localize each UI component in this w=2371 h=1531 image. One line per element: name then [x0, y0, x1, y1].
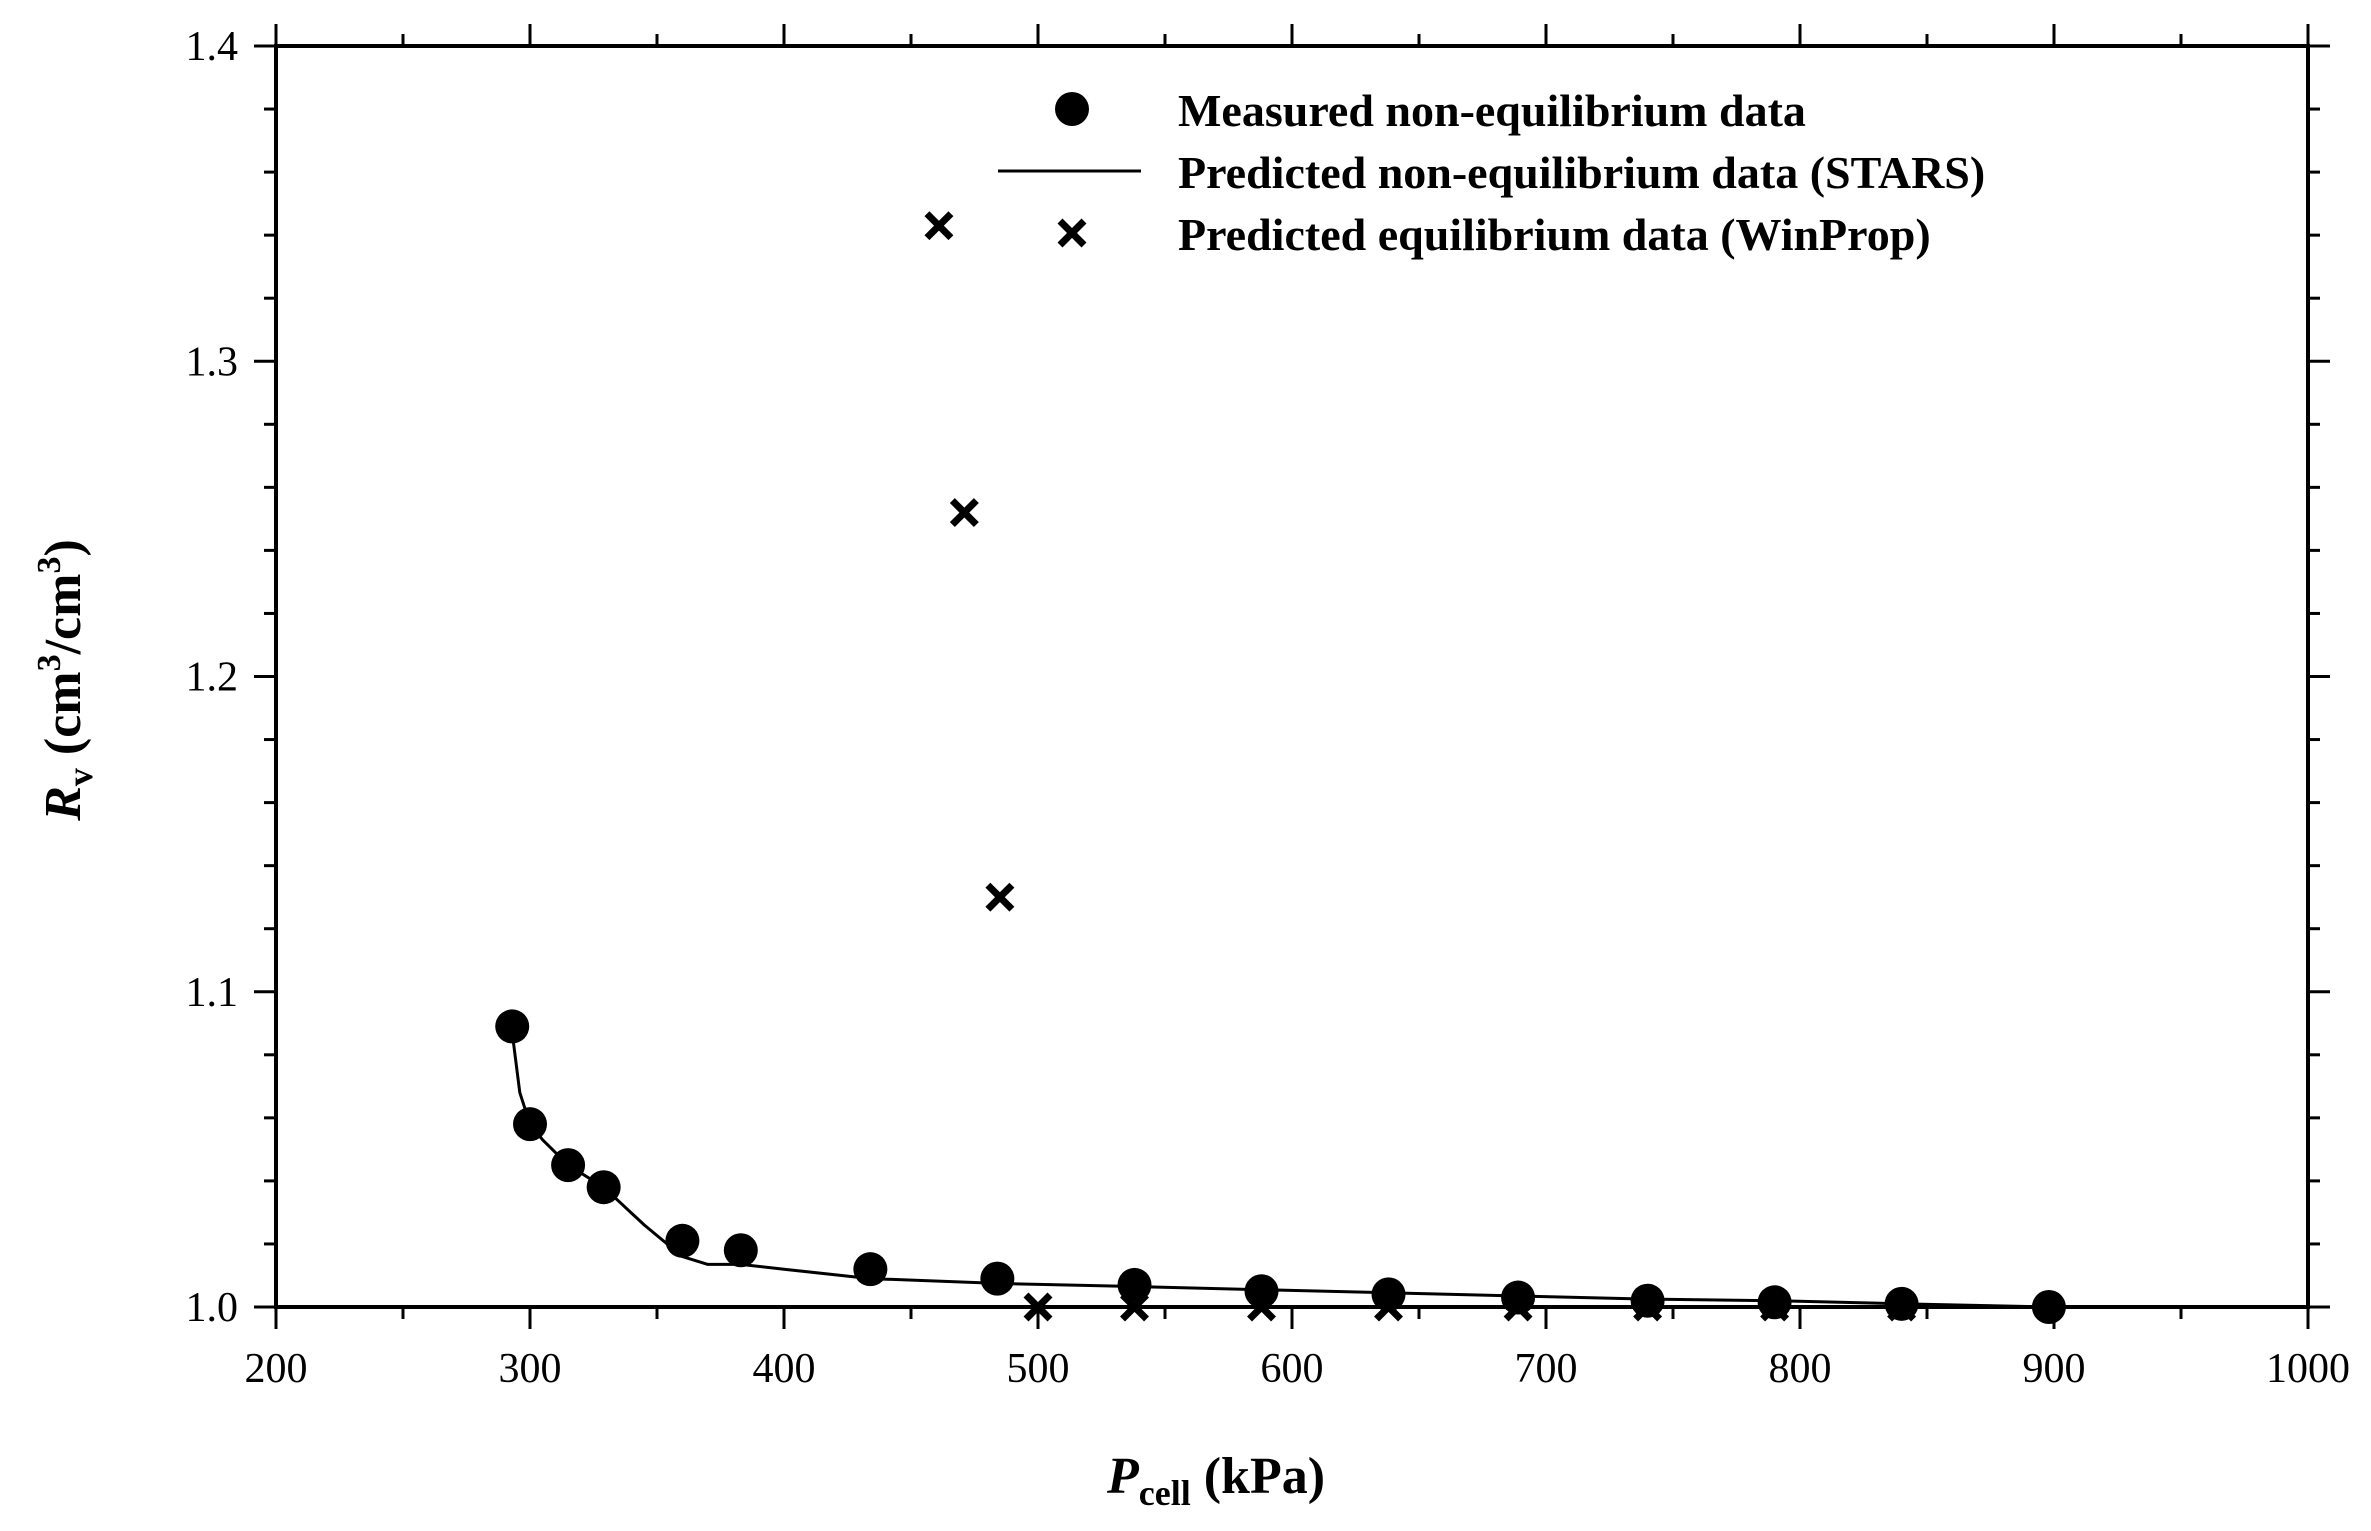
data-series [495, 211, 2066, 1324]
measured-data-point [513, 1107, 547, 1142]
x-tick-label: 600 [1261, 1346, 1324, 1392]
measured-data-point [1757, 1285, 1792, 1320]
x-tick-label: 800 [1769, 1346, 1832, 1392]
stars-prediction-line [510, 1032, 2049, 1309]
x-tick-label: 900 [2023, 1346, 2086, 1392]
measured-data-point [2031, 1290, 2066, 1324]
measured-data-point [495, 1009, 530, 1044]
measured-data-point [1371, 1277, 1406, 1312]
winprop-x-point [949, 498, 979, 528]
x-tick-label: 300 [499, 1346, 562, 1392]
x-axis-title-sub: cell [1139, 1473, 1191, 1513]
x-axis-title-unit: (kPa) [1191, 1448, 1325, 1505]
x-axis-title-main: P [1106, 1448, 1140, 1505]
y-axis-title-sup1: 3 [31, 654, 68, 671]
measured-data-point [1630, 1283, 1665, 1318]
measured-data-point [723, 1233, 758, 1268]
y-axis-title: Rv (cm3/cm3) [31, 539, 100, 822]
measured-data-point [586, 1170, 621, 1205]
winprop-x-point [985, 882, 1015, 912]
y-axis-title-open: (cm [35, 671, 92, 768]
measured-data-point [1244, 1274, 1279, 1309]
legend-circle-marker [1055, 92, 1089, 126]
y-axis-title-mid: /cm [35, 574, 92, 656]
legend-label-measured: Measured non-equilibrium data [1178, 85, 1806, 136]
x-tick-label: 700 [1515, 1346, 1578, 1392]
x-tick-label: 200 [245, 1346, 308, 1392]
y-tick-label: 1.0 [186, 1285, 239, 1331]
measured-data-point [1501, 1280, 1536, 1315]
x-tick-label: 500 [1007, 1346, 1070, 1392]
y-tick-label: 1.4 [186, 24, 239, 70]
y-axis-title-sub: v [60, 768, 100, 786]
x-axis-title: Pcell (kPa) [1106, 1448, 1325, 1513]
legend-label-stars: Predicted non-equilibrium data (STARS) [1178, 147, 1985, 198]
legend-x-marker [1057, 218, 1087, 248]
legend-label-winprop: Predicted equilibrium data (WinProp) [1178, 209, 1931, 260]
measured-data-point [551, 1148, 586, 1183]
y-axis-title-sup2: 3 [31, 557, 68, 574]
measured-data-point [853, 1252, 888, 1287]
y-tick-label: 1.2 [186, 655, 239, 701]
y-axis-title-main: R [35, 786, 92, 822]
legend: Measured non-equilibrium data Predicted … [998, 85, 1985, 260]
y-tick-label: 1.1 [186, 970, 239, 1016]
measured-data-point [665, 1223, 700, 1258]
axis-ticks [254, 24, 2330, 1329]
measured-data-point [1884, 1286, 1919, 1321]
x-tick-label: 400 [753, 1346, 816, 1392]
winprop-x-point [1023, 1292, 1053, 1322]
y-axis-title-close: ) [35, 539, 92, 556]
tick-labels: 200 300 400 500 600 700 800 900 1000 1.0 1.1 1.2 1.3… [186, 24, 2351, 1392]
winprop-x-point [924, 211, 954, 241]
measured-data-point [1117, 1267, 1152, 1302]
x-tick-label: 1000 [2266, 1346, 2350, 1392]
y-tick-label: 1.3 [186, 339, 239, 385]
measured-data-point [980, 1261, 1015, 1296]
